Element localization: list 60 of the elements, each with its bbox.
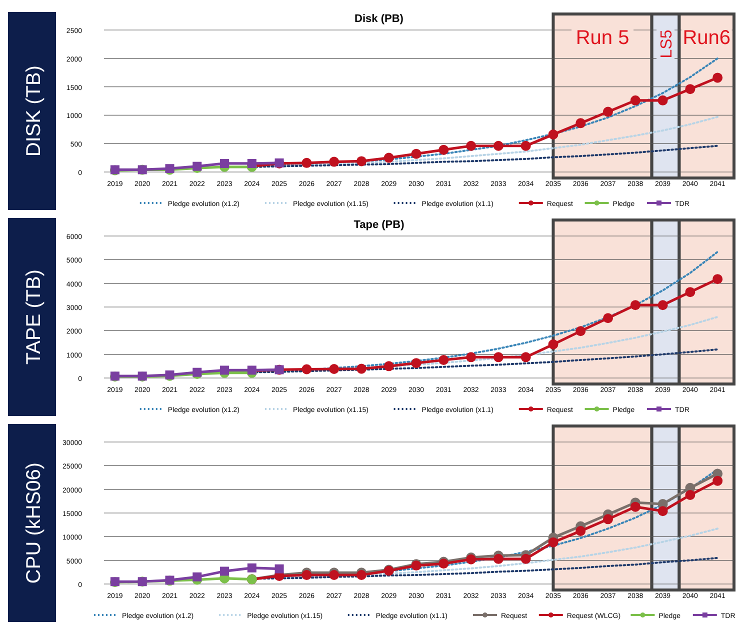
point	[712, 476, 723, 486]
point	[630, 300, 640, 310]
point	[658, 506, 668, 516]
point	[302, 570, 312, 580]
point	[466, 352, 476, 362]
point	[576, 118, 586, 128]
point	[329, 364, 340, 374]
point	[493, 140, 504, 151]
point	[274, 564, 284, 574]
point	[466, 140, 476, 151]
point	[302, 158, 312, 168]
y-axis-title: CPU (kHS06)	[23, 462, 45, 584]
band-label: Run 5	[576, 27, 630, 49]
point	[438, 355, 449, 366]
point	[685, 84, 696, 94]
chart-title: Disk (PB)	[354, 13, 404, 25]
point	[192, 572, 202, 582]
point	[356, 570, 366, 580]
point	[384, 152, 394, 163]
band-label: Run6	[682, 27, 731, 49]
point	[329, 156, 340, 167]
point	[220, 366, 230, 375]
point	[493, 352, 504, 362]
point	[658, 300, 668, 310]
y-axis-title: TAPE (TB)	[23, 269, 45, 365]
point	[548, 537, 558, 548]
point	[520, 352, 531, 362]
point	[712, 274, 723, 284]
point	[685, 287, 696, 298]
point	[329, 570, 340, 580]
point	[712, 72, 723, 83]
point	[438, 144, 449, 155]
point	[384, 361, 394, 372]
point	[247, 563, 256, 572]
point	[411, 358, 422, 368]
point	[356, 364, 366, 374]
chart-title: Tape (PB)	[354, 219, 405, 231]
point	[220, 158, 230, 168]
point	[658, 95, 668, 106]
point	[493, 554, 504, 564]
point	[520, 140, 531, 151]
point	[548, 339, 558, 350]
point	[302, 364, 312, 374]
point	[630, 502, 640, 512]
point	[603, 514, 613, 524]
point	[356, 156, 366, 166]
y-axis-title: DISK (TB)	[23, 65, 45, 157]
point	[603, 106, 613, 117]
band-label: LS5	[658, 30, 676, 58]
point	[576, 526, 586, 536]
point	[630, 95, 640, 106]
point	[603, 313, 613, 324]
point	[220, 566, 230, 576]
point	[192, 162, 202, 171]
point	[411, 148, 422, 159]
point	[520, 554, 531, 564]
point	[247, 158, 256, 168]
point	[685, 490, 696, 500]
point	[576, 326, 586, 336]
point	[548, 130, 558, 140]
